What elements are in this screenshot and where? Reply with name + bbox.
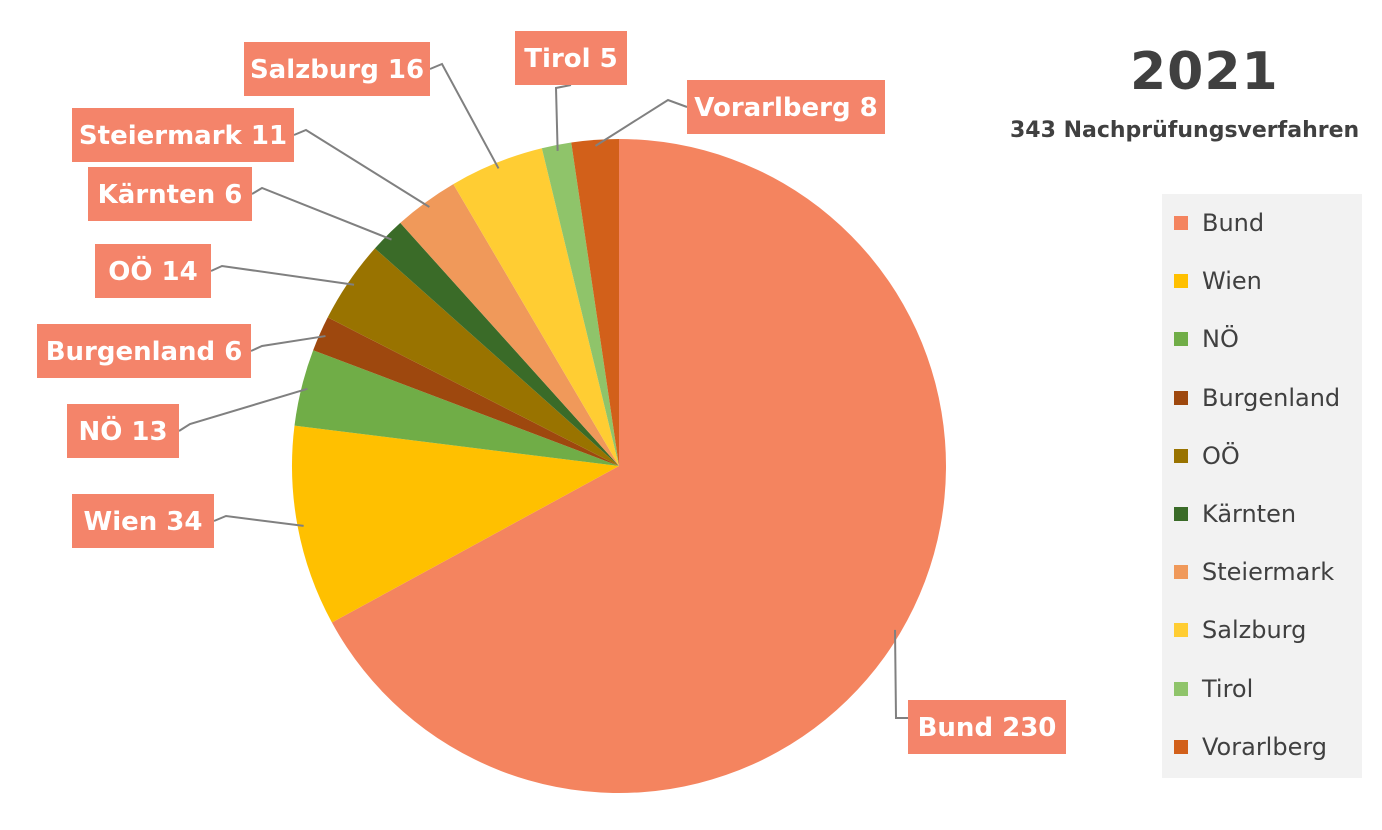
leader-line-bund (894, 629, 908, 719)
legend-swatch-wien (1174, 274, 1188, 289)
legend-item-vorarlberg: Vorarlberg (1174, 732, 1327, 762)
leader-line-steiermark (293, 128, 430, 208)
legend-swatch-steiermark (1174, 565, 1188, 580)
leader-line-vorarlberg (594, 98, 688, 147)
pie-slice-wien (292, 425, 619, 623)
legend-item-wien: Wien (1174, 266, 1262, 296)
legend-swatch-burgenland (1174, 390, 1188, 405)
data-label-box-steiermark (72, 108, 294, 162)
data-label-ooe: OÖ 14 (108, 254, 197, 287)
chart-title: 2021 (1130, 42, 1279, 102)
legend: Bund Wien NÖ Burgenland OÖ Kärnten Steiermark S… (1162, 194, 1362, 778)
legend-label-ooe: OÖ (1202, 441, 1240, 470)
legend-swatch-tirol (1174, 681, 1188, 696)
legend-item-kaernten: Kärnten (1174, 499, 1296, 529)
data-label-wien: Wien 34 (84, 507, 203, 537)
pie-slice-burgenland (313, 317, 619, 466)
data-label-noe: NÖ 13 (78, 414, 167, 447)
pie-slice-salzburg (453, 148, 619, 466)
leader-line-kaernten (251, 186, 392, 241)
legend-item-salzburg: Salzburg (1174, 615, 1306, 645)
pie-slices (292, 139, 947, 794)
legend-label-salzburg: Salzburg (1202, 616, 1307, 645)
leader-line-salzburg (429, 62, 500, 169)
leader-line-wien (213, 514, 304, 527)
leader-lines (178, 62, 908, 719)
data-label-box-wien (72, 494, 214, 548)
data-label-box-bund (908, 700, 1066, 754)
legend-swatch-kaernten (1174, 507, 1188, 521)
pie-slice-bund (331, 139, 947, 794)
legend-swatch-vorarlberg (1174, 739, 1188, 754)
legend-swatch-bund (1174, 216, 1188, 230)
legend-label-wien: Wien (1202, 267, 1262, 296)
data-label-box-vorarlberg (687, 80, 885, 134)
legend-item-noe: NÖ (1174, 324, 1239, 354)
leader-line-tirol (554, 84, 572, 151)
pie-slice-noe (294, 350, 619, 466)
data-label-vorarlberg: Vorarlberg 8 (694, 93, 878, 123)
legend-item-ooe: OÖ (1174, 441, 1240, 471)
legend-swatch-noe (1174, 332, 1188, 347)
leader-line-burgenland (250, 335, 326, 352)
pie-slice-ooe (327, 248, 619, 466)
legend-swatch-ooe (1174, 448, 1188, 463)
chart-subtitle: 343 Nachprüfungsverfahren (1010, 118, 1360, 143)
data-label-box-burgenland (37, 324, 251, 378)
data-label-tirol: Tirol 5 (524, 44, 617, 74)
legend-item-burgenland: Burgenland (1174, 383, 1340, 413)
pie-slice-kaernten (374, 222, 619, 466)
data-label-steiermark: Steiermark 11 (79, 121, 287, 151)
legend-item-tirol: Tirol (1174, 674, 1253, 704)
leader-line-ooe (210, 264, 355, 286)
pie-slice-tirol (541, 142, 619, 466)
legend-label-noe: NÖ (1202, 325, 1239, 354)
data-label-box-salzburg (244, 42, 430, 96)
data-label-box-kaernten (88, 167, 252, 221)
pie-slice-vorarlberg (571, 139, 619, 466)
legend-label-vorarlberg: Vorarlberg (1202, 732, 1328, 761)
legend-label-kaernten: Kärnten (1202, 500, 1297, 528)
pie-slice-steiermark (400, 184, 619, 467)
legend-label-tirol: Tirol (1202, 674, 1254, 703)
legend-swatch-salzburg (1174, 623, 1188, 638)
legend-label-bund: Bund (1202, 209, 1265, 237)
data-label-box-ooe (95, 244, 211, 298)
legend-label-burgenland: Burgenland (1202, 383, 1341, 412)
legend-label-steiermark: Steiermark (1202, 558, 1335, 587)
data-label-box-tirol (515, 31, 627, 85)
data-label-kaernten: Kärnten 6 (98, 180, 243, 210)
leader-line-noe (178, 387, 308, 432)
data-label-salzburg: Salzburg 16 (250, 55, 424, 85)
legend-item-steiermark: Steiermark (1174, 557, 1334, 587)
legend-item-bund: Bund (1174, 208, 1264, 238)
pie-chart: Bund 230 Wien 34 NÖ 13 Burgenland 6 OÖ 14 Kär… (37, 31, 1066, 794)
data-label-box-noe (67, 404, 179, 458)
data-label-bund: Bund 230 (918, 713, 1057, 743)
data-labels: Bund 230 Wien 34 NÖ 13 Burgenland 6 OÖ 14 Kär… (37, 31, 1066, 754)
data-label-burgenland: Burgenland 6 (46, 337, 243, 367)
